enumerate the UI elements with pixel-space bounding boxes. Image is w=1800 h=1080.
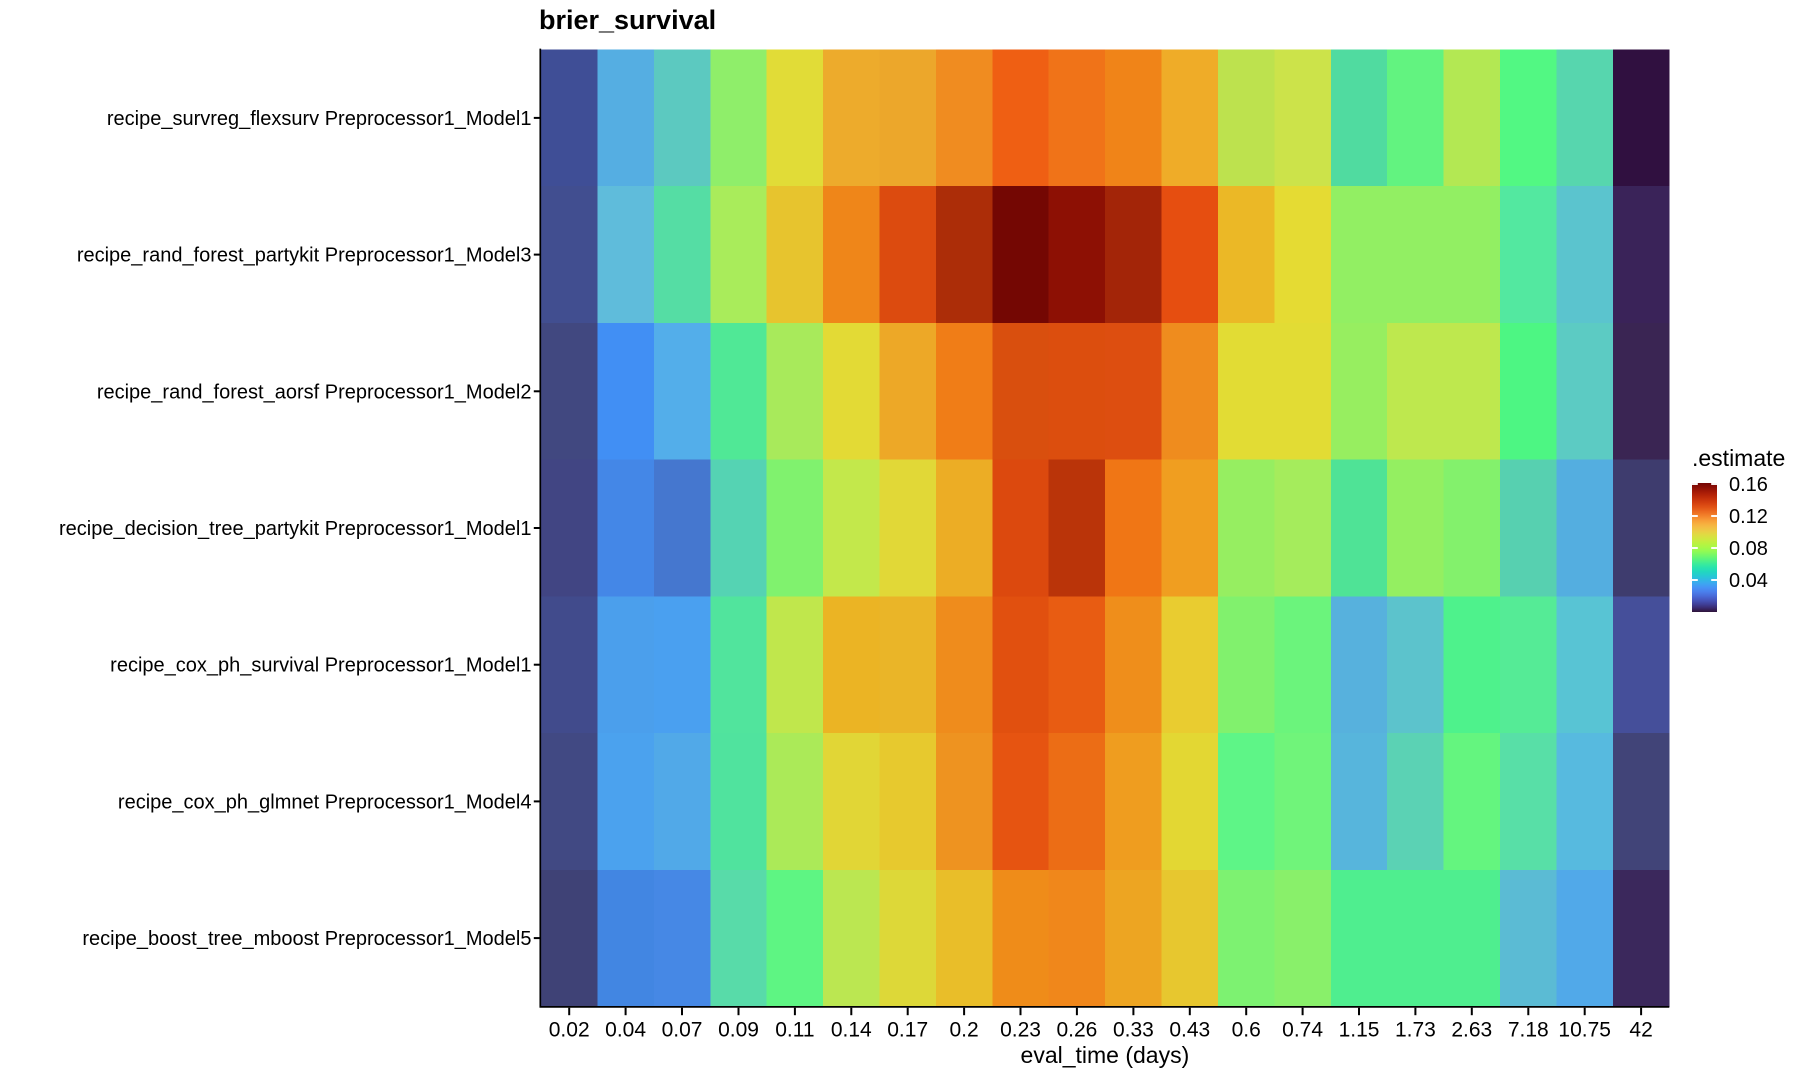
svg-text:0.09: 0.09 [718, 1019, 759, 1042]
svg-text:0.11: 0.11 [775, 1019, 814, 1042]
svg-text:0.04: 0.04 [1729, 570, 1768, 592]
svg-text:0.23: 0.23 [1000, 1019, 1041, 1042]
svg-text:0.08: 0.08 [1729, 538, 1768, 560]
svg-text:recipe_rand_forest_aorsf Prepr: recipe_rand_forest_aorsf Preprocessor1_M… [97, 381, 532, 403]
svg-text:10.75: 10.75 [1558, 1019, 1611, 1042]
svg-text:0.43: 0.43 [1169, 1019, 1210, 1042]
svg-text:0.07: 0.07 [662, 1019, 703, 1042]
svg-text:recipe_survreg_flexsurv Prepro: recipe_survreg_flexsurv Preprocessor1_Mo… [107, 108, 532, 130]
svg-text:recipe_rand_forest_partykit Pr: recipe_rand_forest_partykit Preprocessor… [77, 245, 532, 267]
svg-text:0.12: 0.12 [1729, 506, 1768, 528]
svg-text:brier_survival: brier_survival [539, 5, 716, 35]
svg-text:1.73: 1.73 [1395, 1019, 1436, 1042]
svg-text:recipe_cox_ph_glmnet Preproces: recipe_cox_ph_glmnet Preprocessor1_Model… [118, 791, 532, 813]
svg-text:0.26: 0.26 [1056, 1019, 1097, 1042]
svg-text:.estimate: .estimate [1692, 445, 1785, 471]
svg-text:0.04: 0.04 [605, 1019, 646, 1042]
svg-text:1.15: 1.15 [1339, 1019, 1380, 1042]
svg-text:42: 42 [1629, 1019, 1652, 1042]
svg-text:0.2: 0.2 [949, 1019, 978, 1042]
svg-text:0.02: 0.02 [549, 1019, 590, 1042]
svg-text:0.6: 0.6 [1232, 1019, 1261, 1042]
svg-text:0.16: 0.16 [1729, 474, 1768, 496]
svg-text:0.14: 0.14 [831, 1019, 872, 1042]
svg-text:recipe_boost_tree_mboost Prepr: recipe_boost_tree_mboost Preprocessor1_M… [82, 928, 531, 950]
svg-text:recipe_decision_tree_partykit: recipe_decision_tree_partykit Preprocess… [59, 518, 531, 540]
svg-text:0.17: 0.17 [887, 1019, 928, 1042]
svg-text:recipe_cox_ph_survival Preproc: recipe_cox_ph_survival Preprocessor1_Mod… [110, 655, 531, 677]
svg-text:0.74: 0.74 [1282, 1019, 1323, 1042]
svg-text:7.18: 7.18 [1508, 1019, 1549, 1042]
svg-text:0.33: 0.33 [1113, 1019, 1154, 1042]
svg-text:2.63: 2.63 [1451, 1019, 1492, 1042]
svg-text:eval_time (days): eval_time (days) [1021, 1042, 1190, 1068]
